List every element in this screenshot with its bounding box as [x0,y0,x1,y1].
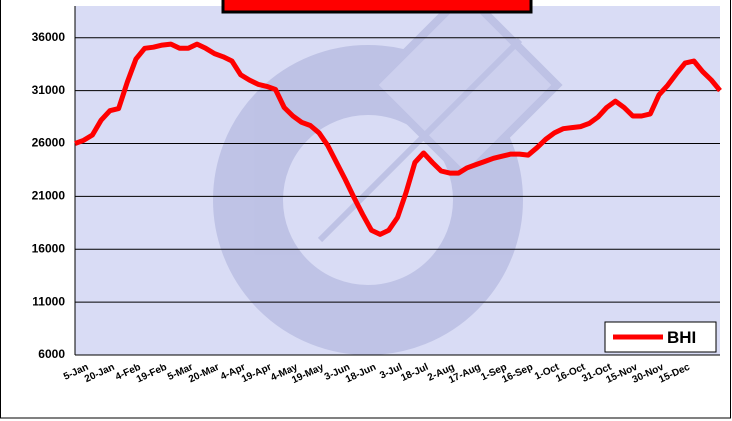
watermark [213,0,563,355]
y-tick-label: 16000 [32,241,66,255]
legend-label: BHI [667,328,696,347]
y-tick-label: 6000 [38,347,65,361]
y-tick-label: 36000 [32,30,66,44]
y-tick-label: 21000 [32,189,66,203]
y-tick-label: 11000 [32,294,65,308]
data-line [74,41,722,237]
y-tick-label: 26000 [32,136,66,150]
title-box [221,0,533,14]
y-tick-label: 31000 [32,83,66,97]
